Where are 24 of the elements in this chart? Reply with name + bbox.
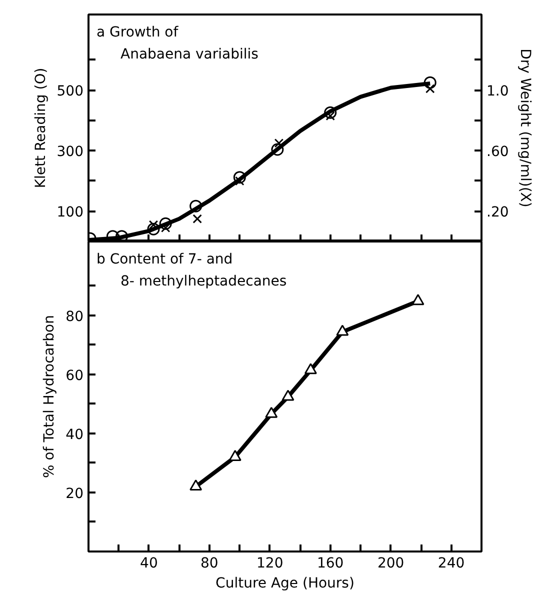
x-tick-label: 40 xyxy=(140,556,158,572)
x-tick-label: 240 xyxy=(438,556,465,572)
y-tick-label: 500 xyxy=(56,84,84,100)
y-tick-label: 100 xyxy=(56,204,84,221)
y2-axis-title: Dry Weight (mg/ml)(X) xyxy=(516,48,533,208)
y-tick-label: 80 xyxy=(66,308,84,325)
y-tick-label: 300 xyxy=(56,144,84,160)
y-tick-label: 40 xyxy=(66,426,84,443)
y2-tick-label: .20 xyxy=(486,204,509,221)
y-tick-label: 60 xyxy=(66,368,84,384)
y-axis-title: Klett Reading (O) xyxy=(32,68,49,188)
x-tick-label: 200 xyxy=(377,556,404,572)
x-tick-label: 80 xyxy=(200,556,218,572)
y2-tick-label: 1.0 xyxy=(486,84,509,100)
annotation: a Growth of xyxy=(96,24,180,40)
annotation: Anabaena variabilis xyxy=(120,46,258,62)
x-tick-label: 160 xyxy=(316,556,344,572)
x-axis-title: Culture Age (Hours) xyxy=(216,576,354,592)
y-axis-title: % of Total Hydrocarbon xyxy=(42,315,58,478)
annotation: b Content of 7- and xyxy=(96,252,233,268)
y-tick-label: 20 xyxy=(66,486,84,502)
x-tick-label: 120 xyxy=(256,556,284,572)
annotation: 8- methylheptadecanes xyxy=(120,274,287,290)
y2-tick-label: .60 xyxy=(486,144,509,160)
